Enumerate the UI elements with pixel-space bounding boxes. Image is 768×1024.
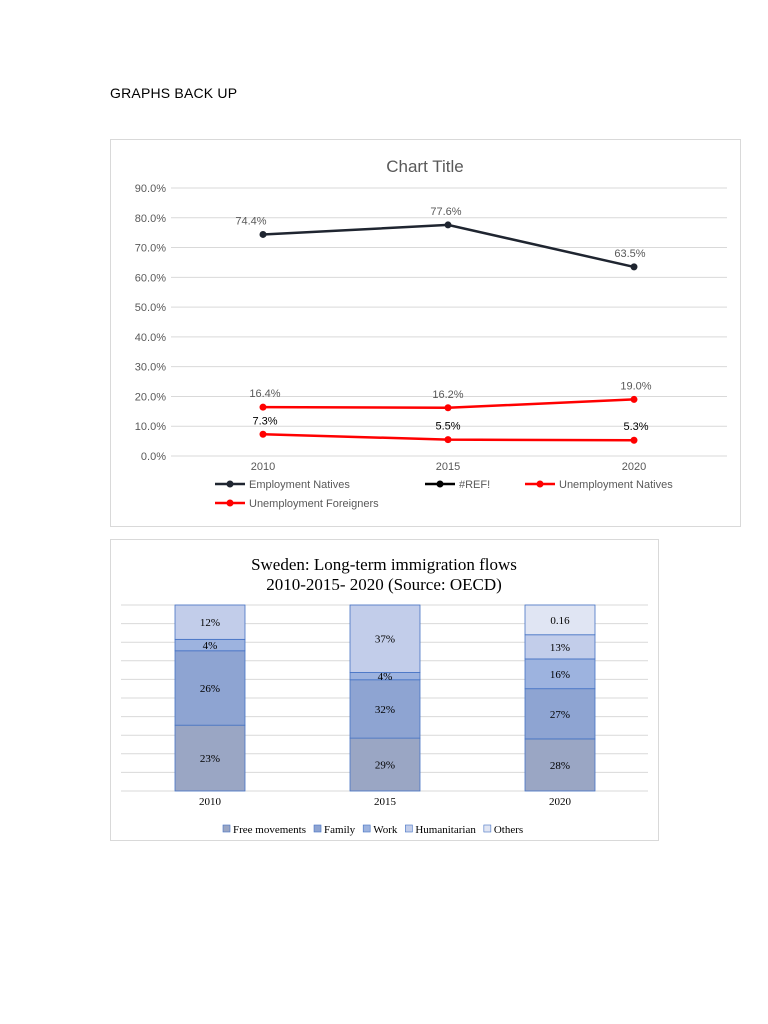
- bar-segment: [349, 604, 421, 673]
- segment-label: 4%: [378, 671, 393, 683]
- x-tick-label: 2015: [374, 796, 397, 808]
- line-chart-panel: Chart Title 0.0% 10.0% 20.0% 30.0% 40.0% 50.0%…: [110, 139, 741, 527]
- legend-swatch: [313, 824, 322, 833]
- chart-title: Chart Title: [386, 157, 463, 176]
- legend-label: Free movements: [233, 824, 306, 836]
- y-tick-label: 50.0%: [135, 302, 166, 314]
- data-point: [259, 230, 267, 238]
- y-tick-label: 0.0%: [141, 451, 166, 463]
- bar-segment: [524, 604, 596, 636]
- data-point: [444, 221, 452, 229]
- segment-label: 37%: [375, 634, 395, 646]
- legend-label: Unemployment Natives: [559, 479, 673, 491]
- data-point: [630, 395, 638, 403]
- legend-swatch: [222, 824, 231, 833]
- bar-segment: [524, 658, 596, 690]
- bar-segment: [524, 688, 596, 740]
- x-tick-label: 2010: [251, 461, 275, 473]
- chart-title-line: Sweden: Long-term immigration flows: [251, 555, 517, 574]
- data-label: 7.3%: [252, 415, 277, 427]
- y-tick-label: 20.0%: [135, 391, 166, 403]
- x-tick-label: 2020: [549, 796, 572, 808]
- data-point: [444, 436, 452, 444]
- bar-segment: [524, 634, 596, 660]
- legend-marker: [226, 499, 234, 507]
- legend-marker: [226, 480, 234, 488]
- legend-label: Work: [373, 824, 398, 836]
- data-point: [259, 403, 267, 411]
- bar-segment: [349, 737, 421, 792]
- x-tick-label: 2015: [436, 461, 460, 473]
- legend-swatch: [362, 824, 371, 833]
- segment-label: 29%: [375, 760, 395, 772]
- segment-label: 12%: [200, 617, 220, 629]
- page-heading: GRAPHS BACK UP: [110, 85, 238, 101]
- bar-segment: [174, 604, 246, 640]
- chart-title-line: 2010-2015- 2020 (Source: OECD): [266, 575, 502, 594]
- data-label: 16.2%: [432, 389, 463, 401]
- line-chart-svg: Chart Title 0.0% 10.0% 20.0% 30.0% 40.0% 50.0%…: [135, 157, 727, 510]
- data-label: 19.0%: [620, 380, 651, 392]
- series-line: [262, 223, 635, 269]
- data-label: 77.6%: [430, 206, 461, 218]
- y-tick-label: 10.0%: [135, 421, 166, 433]
- y-tick-label: 40.0%: [135, 332, 166, 344]
- y-tick-label: 60.0%: [135, 272, 166, 284]
- bar-segment: [174, 650, 246, 726]
- bar-segment: [349, 679, 421, 739]
- data-point: [630, 436, 638, 444]
- segment-label: 16%: [550, 669, 570, 681]
- legend-swatch: [483, 824, 492, 833]
- data-label: 63.5%: [614, 248, 645, 260]
- legend-label: Employment Natives: [249, 479, 350, 491]
- segment-label: 23%: [200, 753, 220, 765]
- segment-label: 13%: [550, 642, 570, 654]
- legend-label: Others: [494, 824, 523, 836]
- legend-swatch: [405, 824, 413, 833]
- legend-label: #REF!: [459, 479, 490, 491]
- stacked-bar-chart-panel: Sweden: Long-term immigration flows 2010-…: [110, 539, 659, 841]
- segment-label: 28%: [550, 760, 570, 772]
- legend-marker: [536, 480, 544, 488]
- y-tick-label: 90.0%: [135, 183, 166, 195]
- x-tick-label: 2020: [622, 461, 646, 473]
- segment-label: 27%: [550, 709, 570, 721]
- data-label: 5.5%: [435, 421, 460, 433]
- y-tick-label: 70.0%: [135, 243, 166, 255]
- data-point: [444, 404, 452, 412]
- segment-label: 0.16: [550, 615, 570, 627]
- legend-label: Humanitarian: [415, 824, 476, 836]
- data-label: 16.4%: [249, 388, 280, 400]
- y-tick-label: 30.0%: [135, 362, 166, 374]
- legend-marker: [436, 480, 444, 488]
- legend-label: Family: [324, 824, 356, 836]
- segment-label: 32%: [375, 704, 395, 716]
- data-point: [259, 430, 267, 438]
- segment-label: 26%: [200, 683, 220, 695]
- x-tick-label: 2010: [199, 796, 222, 808]
- bar-segment: [174, 724, 246, 792]
- data-label: 74.4%: [235, 215, 266, 227]
- stacked-bar-chart-svg: Sweden: Long-term immigration flows2010-…: [121, 555, 648, 836]
- legend-label: Unemployment Foreigners: [249, 498, 379, 510]
- data-label: 5.3%: [623, 421, 648, 433]
- segment-label: 4%: [203, 640, 218, 652]
- y-tick-label: 80.0%: [135, 213, 166, 225]
- data-point: [630, 263, 638, 271]
